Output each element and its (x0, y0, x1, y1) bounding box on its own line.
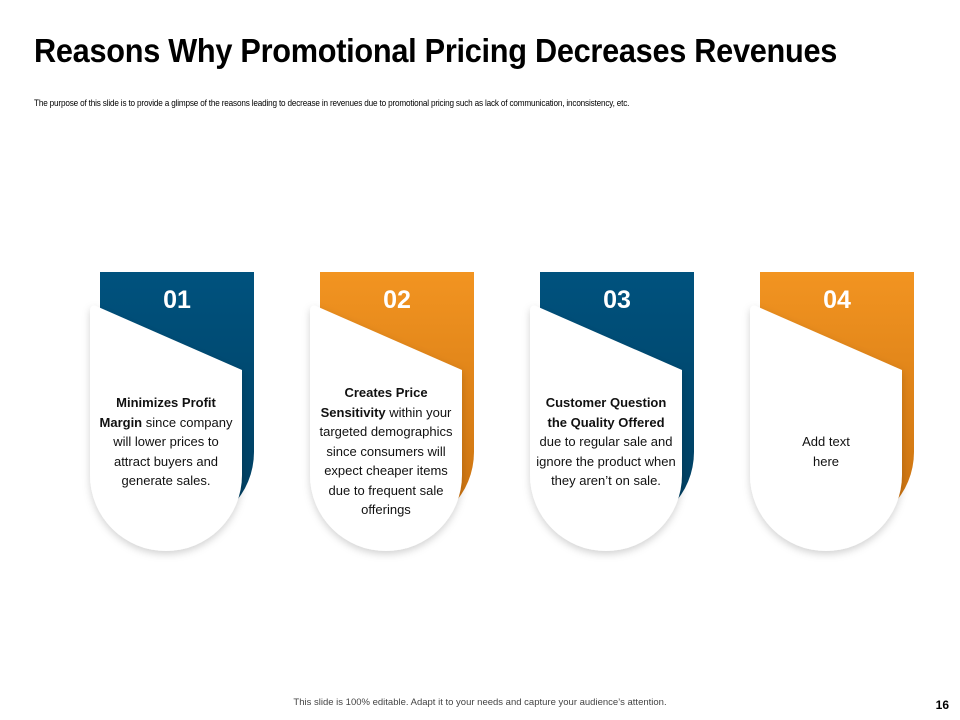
card-1-shape (90, 272, 254, 551)
card-3-body-text: due to regular sale and ignore the produ… (536, 434, 676, 488)
card-4-white-panel (750, 305, 902, 551)
card-3-number: 03 (603, 286, 631, 314)
card-1-bold-text: Minimizes Profit Margin (99, 395, 216, 430)
card-4 (748, 270, 918, 555)
slide-subtitle: The purpose of this slide is to provide … (34, 98, 630, 109)
card-3-shape (530, 272, 694, 551)
card-1-number: 01 (163, 286, 191, 314)
card-2-text: Creates Price Sensitivity within your ta… (316, 383, 456, 520)
card-1-white-panel (90, 305, 242, 551)
card-2-body-text: within your targeted demographics since … (319, 404, 453, 518)
card-4-number: 04 (823, 286, 851, 314)
card-3 (528, 270, 698, 555)
page-number: 16 (935, 698, 949, 712)
card-2-bold-text: Creates Price Sensitivity (320, 385, 428, 420)
card-3-text: Customer Question the Quality Offered du… (536, 393, 676, 491)
card-4-body-text: Add text here (802, 434, 850, 469)
slide-footer: This slide is 100% editable. Adapt it to… (293, 697, 667, 708)
card-1-body-text: since company will lower prices to attra… (113, 414, 233, 489)
card-2-shape (310, 272, 474, 551)
card-2-white-panel (310, 305, 462, 551)
card-4-shape (750, 272, 914, 551)
card-2 (308, 270, 478, 555)
card-4-text: Add text here (756, 432, 896, 471)
card-3-bold-text: Customer Question the Quality Offered (545, 395, 667, 430)
slide-title: Reasons Why Promotional Pricing Decrease… (34, 32, 838, 69)
card-2-number: 02 (383, 286, 411, 314)
card-1-text: Minimizes Profit Margin since company wi… (96, 393, 236, 491)
card-3-white-panel (530, 305, 682, 551)
card-1 (88, 270, 258, 555)
